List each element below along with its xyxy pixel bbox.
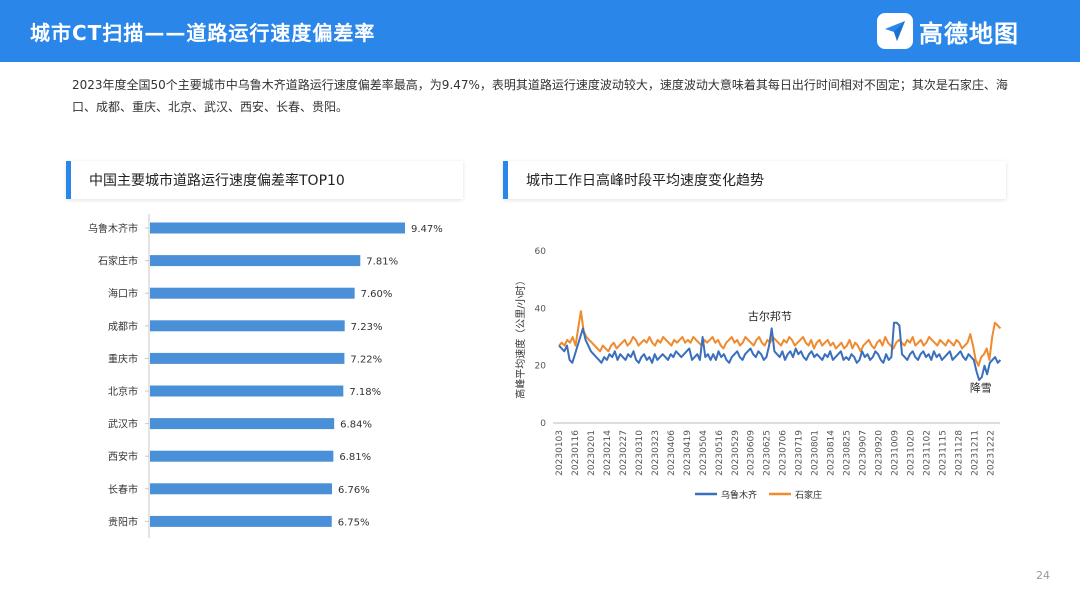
legend-label: 乌鲁木齐	[721, 489, 757, 501]
y-tick-label: 20	[535, 362, 547, 372]
x-tick-label: 20231009	[891, 430, 901, 476]
accent-bar	[66, 161, 71, 199]
x-tick-label: 20231211	[970, 430, 980, 476]
bar-value-label: 7.23%	[351, 322, 383, 333]
series-line	[558, 310, 1002, 367]
chart-annotation: 降雪	[970, 380, 992, 394]
bar-value-label: 6.76%	[338, 485, 370, 496]
bar-category-label: 海口市	[108, 287, 138, 300]
x-tick-label: 20230406	[667, 430, 677, 476]
x-tick-label: 20231020	[907, 430, 917, 476]
x-tick-label: 20230201	[587, 430, 597, 476]
x-tick-label: 20231102	[923, 430, 933, 476]
bar	[150, 385, 344, 397]
bar	[150, 352, 345, 364]
x-tick-label: 20230310	[635, 430, 645, 476]
x-tick-label: 20230504	[699, 430, 709, 476]
x-tick-label: 20230825	[843, 430, 853, 476]
series-line	[558, 321, 1002, 381]
line-chart-title-box: 城市工作日高峰时段平均速度变化趋势	[503, 161, 1006, 199]
x-tick-label: 20230625	[763, 430, 773, 476]
bar-chart-title-box: 中国主要城市道路运行速度偏差率TOP10	[66, 161, 463, 199]
x-tick-label: 20230227	[619, 430, 629, 476]
accent-bar	[503, 161, 508, 199]
bar-category-label: 武汉市	[108, 418, 138, 431]
line-chart-title: 城市工作日高峰时段平均速度变化趋势	[526, 173, 764, 189]
brand-name: 高德地图	[919, 19, 1019, 48]
x-tick-label: 20230529	[731, 430, 741, 476]
bar	[150, 255, 361, 267]
send-arrow-icon	[877, 13, 913, 49]
x-tick-label: 20230116	[571, 430, 581, 476]
page-number: 24	[1036, 569, 1050, 582]
header-bar: 城市CT扫描——道路运行速度偏差率 高德地图	[0, 0, 1080, 62]
intro-paragraph: 2023年度全国50个主要城市中乌鲁木齐道路运行速度偏差率最高，为9.47%，表…	[72, 78, 1008, 114]
bar	[150, 483, 333, 495]
bar-chart-title: 中国主要城市道路运行速度偏差率TOP10	[89, 173, 345, 189]
bar	[150, 515, 332, 527]
bar	[150, 320, 345, 332]
x-tick-label: 20230419	[683, 430, 693, 476]
x-tick-label: 20230323	[651, 430, 661, 476]
bar-value-label: 7.60%	[361, 289, 393, 300]
bar-category-label: 贵阳市	[108, 515, 138, 528]
page-title: 城市CT扫描——道路运行速度偏差率	[30, 21, 376, 45]
x-tick-label: 20230214	[603, 430, 613, 476]
x-tick-label: 20230516	[715, 430, 725, 476]
y-axis-label: 高峰平均速度（公里/小时）	[514, 275, 527, 398]
x-tick-label: 20230609	[747, 430, 757, 476]
x-tick-label: 20230814	[827, 430, 837, 476]
bar-value-label: 7.81%	[366, 257, 398, 268]
x-tick-label: 20231115	[938, 430, 948, 476]
y-tick-label: 60	[535, 247, 547, 257]
x-tick-label: 20231222	[986, 430, 996, 476]
bar-category-label: 西安市	[108, 450, 138, 463]
bar-value-label: 7.22%	[350, 354, 382, 365]
bar-category-label: 成都市	[108, 320, 138, 333]
bar-value-label: 6.84%	[340, 420, 372, 431]
x-tick-label: 20230706	[779, 430, 789, 476]
bar	[150, 450, 334, 462]
bar-value-label: 9.47%	[411, 224, 443, 235]
x-tick-label: 20230103	[555, 430, 565, 476]
line-chart: 高峰平均速度（公里/小时） 0 20 40 60 20230103 20230116 2023…	[514, 247, 1002, 501]
x-tick-label: 20230920	[875, 430, 885, 476]
bar-category-label: 乌鲁木齐市	[88, 222, 138, 235]
bar	[150, 418, 335, 430]
bar	[150, 287, 355, 299]
bar-value-label: 7.18%	[349, 387, 381, 398]
bar-category-label: 长春市	[108, 483, 138, 496]
y-tick-label: 0	[540, 419, 546, 429]
bar-category-label: 重庆市	[108, 352, 138, 365]
legend-label: 石家庄	[795, 489, 822, 501]
chart-annotation: 古尔邦节	[748, 310, 792, 323]
x-tick-label: 20231128	[954, 430, 964, 476]
bar-category-label: 石家庄市	[98, 255, 138, 268]
x-tick-label: 20230907	[859, 430, 869, 476]
bar	[150, 222, 405, 234]
x-tick-label: 20230801	[811, 430, 821, 476]
y-tick-label: 40	[535, 304, 547, 314]
bar-category-label: 北京市	[108, 385, 138, 398]
bar-value-label: 6.75%	[338, 517, 370, 528]
brand-logo: 高德地图	[877, 10, 1019, 52]
bar-value-label: 6.81%	[339, 452, 371, 463]
bar-chart: 乌鲁木齐市 9.47% 石家庄市 7.81% 海口市 7.60% 成都市 7.23% 重庆市 7.…	[88, 214, 443, 538]
x-tick-label: 20230719	[795, 430, 805, 476]
